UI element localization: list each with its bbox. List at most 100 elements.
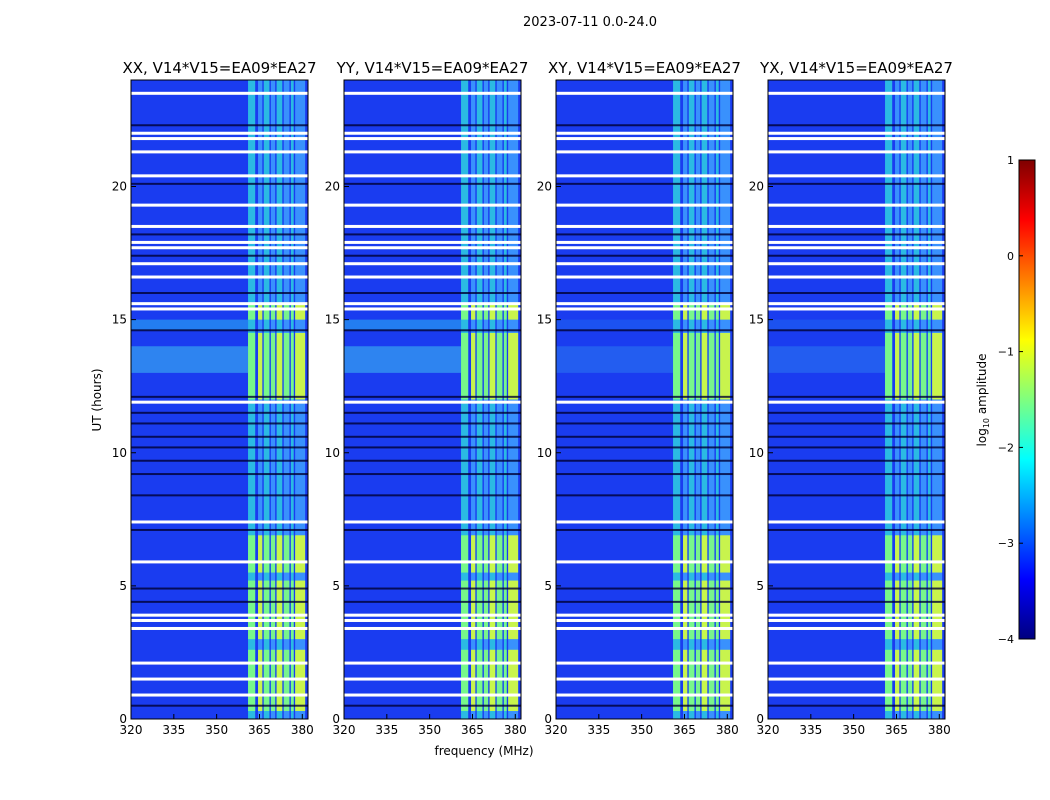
rfi-bright [715, 580, 719, 640]
y-tick-label: 20 [325, 180, 340, 194]
rfi-bright [895, 580, 900, 640]
flagged-row [131, 275, 308, 279]
rfi-bright [927, 535, 931, 573]
panel-title: YY, V14*V15=EA09*EA27 [336, 59, 529, 77]
flagged-row [556, 91, 733, 95]
x-tick-label: 365 [461, 723, 484, 737]
flagged-row [131, 246, 308, 250]
y-axis-label: UT (hours) [90, 368, 104, 431]
dark-row [768, 446, 945, 449]
dark-row [556, 459, 733, 462]
flagged-row [131, 613, 308, 617]
rfi-bright [489, 535, 496, 573]
dark-row [131, 254, 308, 257]
rfi-bright [895, 303, 900, 320]
rfi-bright [489, 332, 496, 400]
dark-row [344, 233, 521, 236]
flagged-row [131, 224, 308, 228]
rfi-bright [673, 332, 681, 400]
flagged-row [131, 307, 308, 311]
rfi-bright [683, 535, 688, 573]
flagged-row [344, 400, 521, 404]
x-tick-label: 365 [673, 723, 696, 737]
broadband-feature [768, 319, 886, 331]
dark-row [768, 182, 945, 185]
rfi-bright [900, 303, 907, 320]
flagged-row [556, 131, 733, 135]
rfi-bright [913, 535, 920, 573]
rfi-bright [263, 332, 270, 400]
rfi-bright [483, 535, 489, 573]
panel-frame [767, 79, 946, 720]
flagged-row [131, 203, 308, 207]
flagged-row [768, 240, 945, 244]
rfi-bright [715, 332, 719, 400]
dark-row [131, 329, 308, 332]
dark-row [556, 422, 733, 425]
rfi-bright [913, 303, 920, 320]
rfi-bright [258, 303, 263, 320]
flagged-row [556, 150, 733, 154]
rfi-bright [489, 303, 496, 320]
dark-row [344, 473, 521, 476]
rfi-bright [920, 580, 927, 640]
rfi-bright [270, 332, 276, 400]
flagged-row [556, 224, 733, 228]
panel-title: XX, V14*V15=EA09*EA27 [122, 59, 316, 77]
flagged-row [556, 203, 733, 207]
flagged-row [344, 560, 521, 564]
rfi-bright [496, 303, 503, 320]
colorbar-tick-label: −3 [998, 537, 1014, 550]
flagged-row [768, 150, 945, 154]
dark-row [131, 587, 308, 590]
flagged-row [768, 224, 945, 228]
rfi-bright [263, 535, 270, 573]
flagged-row [556, 262, 733, 266]
flagged-row [344, 131, 521, 135]
rfi-bright [932, 580, 943, 640]
flagged-row [131, 302, 308, 306]
rfi-bright [471, 332, 476, 400]
dark-row [131, 600, 308, 603]
flagged-row [768, 613, 945, 617]
panel-1: XX, V14*V15=EA09*EA27 320 335 350 365 380 0 5 10… [112, 59, 317, 737]
flagged-row [131, 240, 308, 244]
dark-row [768, 435, 945, 438]
flagged-row [131, 131, 308, 135]
rfi-bright [932, 535, 943, 573]
x-tick-label: 335 [162, 723, 185, 737]
x-axis-label: frequency (MHz) [434, 744, 533, 758]
flagged-row [768, 131, 945, 135]
dark-row [131, 395, 308, 398]
flagged-row [131, 137, 308, 141]
rfi-bright [248, 303, 256, 320]
panel-title: XY, V14*V15=EA09*EA27 [548, 59, 741, 77]
x-tick-label: 335 [375, 723, 398, 737]
rfi-bright [496, 535, 503, 573]
y-tick-label: 15 [537, 313, 552, 327]
x-tick-label: 350 [630, 723, 653, 737]
dark-row [768, 329, 945, 332]
y-tick-label: 5 [119, 579, 127, 593]
rfi-bright [283, 303, 290, 320]
rfi-bright [263, 580, 270, 640]
rfi-bright [476, 580, 483, 640]
rfi-bright [688, 580, 695, 640]
rfi-bright [276, 303, 283, 320]
flagged-row [768, 262, 945, 266]
broadband-feature [344, 346, 462, 373]
rfi-bright [248, 580, 256, 640]
dark-row [344, 329, 521, 332]
dark-row [768, 422, 945, 425]
flagged-row [768, 203, 945, 207]
rfi-bright [295, 535, 306, 573]
dark-row [556, 182, 733, 185]
panel-frame [555, 79, 734, 720]
figure-suptitle: 2023-07-11 0.0-24.0 [523, 15, 657, 30]
rfi-bright [885, 580, 893, 640]
panel-4: YX, V14*V15=EA09*EA27 320 335 350 365 380 0 5 10… [749, 59, 953, 737]
rfi-bright [270, 303, 276, 320]
dark-row [556, 600, 733, 603]
rfi-bright [471, 580, 476, 640]
rfi-bright [258, 332, 263, 400]
